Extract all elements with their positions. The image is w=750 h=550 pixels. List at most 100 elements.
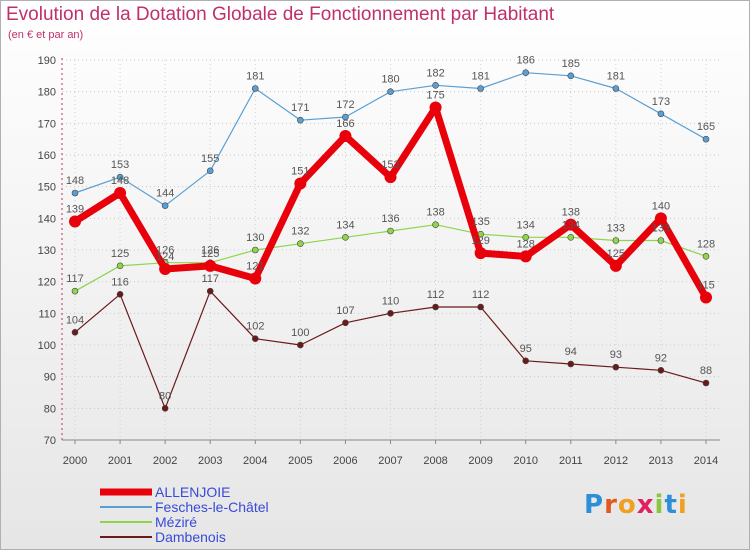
data-label: 128 — [517, 238, 535, 250]
data-point — [477, 303, 484, 311]
data-label: 115 — [697, 280, 715, 292]
y-tick-label: 120 — [38, 277, 56, 289]
x-tick-label: 2003 — [198, 455, 222, 467]
data-point — [564, 218, 577, 231]
data-label: 172 — [336, 99, 354, 111]
data-point — [69, 215, 81, 228]
logo-letter: t — [664, 490, 678, 520]
legend-label-mezire: Méziré — [155, 514, 197, 530]
data-point — [161, 405, 169, 412]
data-label: 124 — [156, 251, 174, 263]
data-label: 148 — [66, 175, 84, 187]
data-label: 125 — [201, 248, 219, 260]
data-point — [384, 171, 397, 184]
y-tick-label: 70 — [44, 435, 56, 447]
data-point — [519, 250, 532, 263]
legend-label-allenjoie: ALLENJOIE — [155, 484, 230, 500]
data-label: 117 — [66, 273, 84, 285]
data-label: 153 — [111, 159, 129, 171]
x-tick-label: 2012 — [604, 455, 628, 467]
logo-letter: r — [604, 490, 618, 520]
data-point — [429, 101, 442, 114]
data-label: 134 — [562, 219, 580, 231]
data-point — [249, 272, 262, 285]
data-label: 125 — [111, 248, 129, 260]
data-point — [700, 291, 712, 304]
data-label: 144 — [156, 188, 174, 200]
y-tick-label: 180 — [38, 87, 56, 99]
data-point — [567, 72, 575, 80]
data-point — [432, 82, 439, 89]
data-label: 116 — [111, 276, 129, 288]
data-point — [116, 291, 124, 298]
data-label: 110 — [382, 295, 400, 307]
data-label: 153 — [381, 159, 399, 171]
data-point — [71, 329, 79, 336]
data-label: 95 — [520, 343, 532, 355]
data-label: 130 — [246, 232, 264, 244]
data-point — [206, 167, 214, 175]
y-tick-label: 190 — [38, 55, 56, 67]
data-label: 102 — [246, 321, 264, 333]
data-point — [297, 341, 304, 349]
data-label: 126 — [156, 245, 174, 257]
data-label: 112 — [427, 289, 445, 301]
y-tick-label: 90 — [44, 372, 56, 384]
data-point — [432, 221, 439, 228]
logo-letter: o — [617, 490, 637, 520]
logo-letter: x — [636, 490, 655, 520]
data-point — [71, 287, 79, 295]
y-tick-label: 170 — [38, 118, 56, 130]
data-point — [657, 237, 665, 244]
data-label: 166 — [336, 118, 354, 130]
x-tick-label: 2001 — [108, 455, 132, 467]
data-label: 180 — [381, 74, 399, 86]
data-label: 129 — [471, 235, 489, 247]
data-label: 80 — [159, 390, 171, 402]
data-point — [116, 173, 124, 181]
data-label: 139 — [66, 204, 84, 216]
logo-letter: P — [584, 490, 605, 520]
data-point — [567, 360, 575, 368]
data-label: 135 — [471, 216, 489, 228]
data-point — [702, 253, 710, 260]
data-point — [116, 262, 124, 270]
x-tick-label: 2004 — [243, 455, 267, 467]
x-tick-label: 2013 — [649, 455, 673, 467]
y-tick-label: 110 — [38, 308, 56, 320]
x-tick-label: 2011 — [559, 455, 583, 467]
y-tick-label: 140 — [38, 213, 56, 225]
data-label: 133 — [652, 223, 670, 235]
x-tick-label: 2002 — [153, 455, 177, 467]
data-label: 138 — [562, 207, 580, 219]
data-label: 92 — [655, 352, 667, 364]
data-label: 138 — [426, 207, 444, 219]
data-label: 112 — [472, 289, 490, 301]
data-label: 128 — [697, 238, 715, 250]
data-point — [474, 247, 487, 260]
data-point — [387, 310, 394, 317]
proxiti-logo: Proxiti — [584, 490, 688, 520]
data-label: 132 — [291, 226, 309, 238]
data-point — [342, 113, 349, 121]
data-label: 136 — [381, 213, 399, 225]
data-point — [251, 246, 259, 254]
data-label: 175 — [426, 90, 444, 102]
data-point — [251, 85, 259, 92]
data-point — [387, 88, 394, 95]
data-point — [702, 135, 710, 143]
data-label: 181 — [607, 71, 625, 83]
data-label: 181 — [471, 71, 489, 83]
data-point — [342, 319, 349, 327]
data-point — [387, 227, 394, 235]
data-point — [297, 116, 304, 124]
logo-letter: i — [654, 490, 665, 520]
data-label: 107 — [336, 305, 354, 317]
data-label: 151 — [291, 166, 309, 178]
data-point — [609, 259, 622, 272]
chart-title: Evolution de la Dotation Globale de Fonc… — [6, 4, 555, 25]
data-point — [342, 234, 349, 241]
data-label: 181 — [246, 71, 264, 83]
data-point — [204, 259, 217, 272]
data-label: 155 — [201, 153, 219, 165]
